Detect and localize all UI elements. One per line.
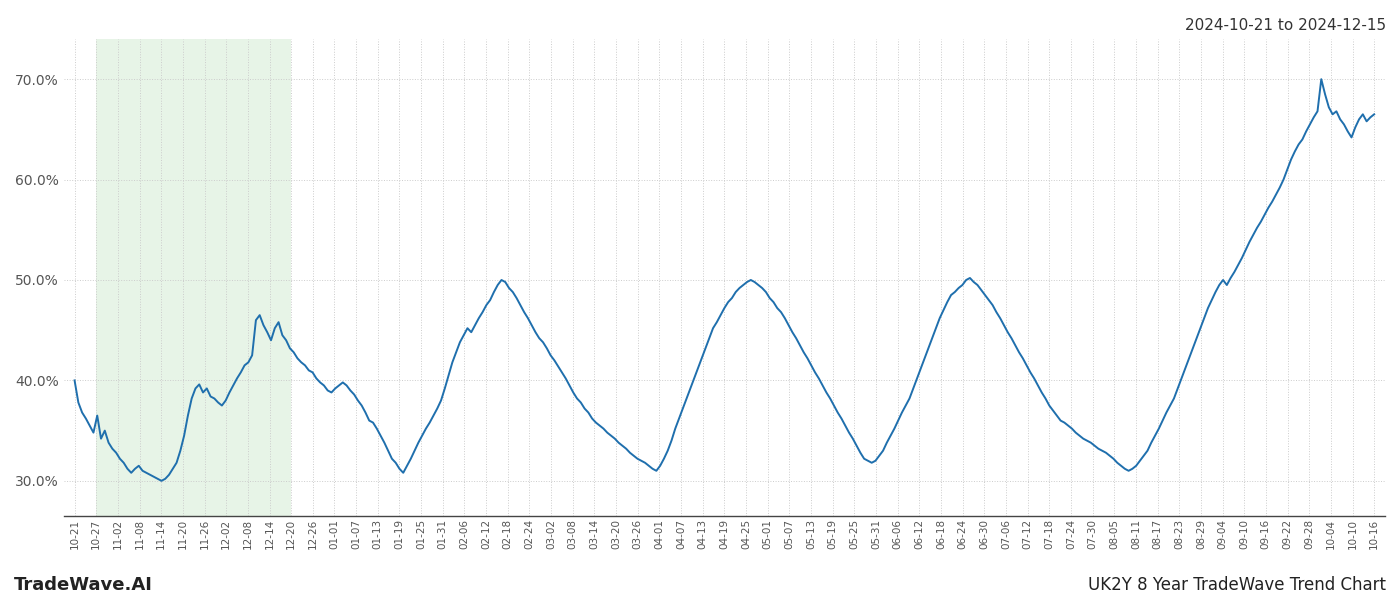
Text: UK2Y 8 Year TradeWave Trend Chart: UK2Y 8 Year TradeWave Trend Chart [1088, 576, 1386, 594]
Bar [97, 39, 291, 516]
Text: TradeWave.AI: TradeWave.AI [14, 576, 153, 594]
Text: 2024-10-21 to 2024-12-15: 2024-10-21 to 2024-12-15 [1184, 18, 1386, 33]
